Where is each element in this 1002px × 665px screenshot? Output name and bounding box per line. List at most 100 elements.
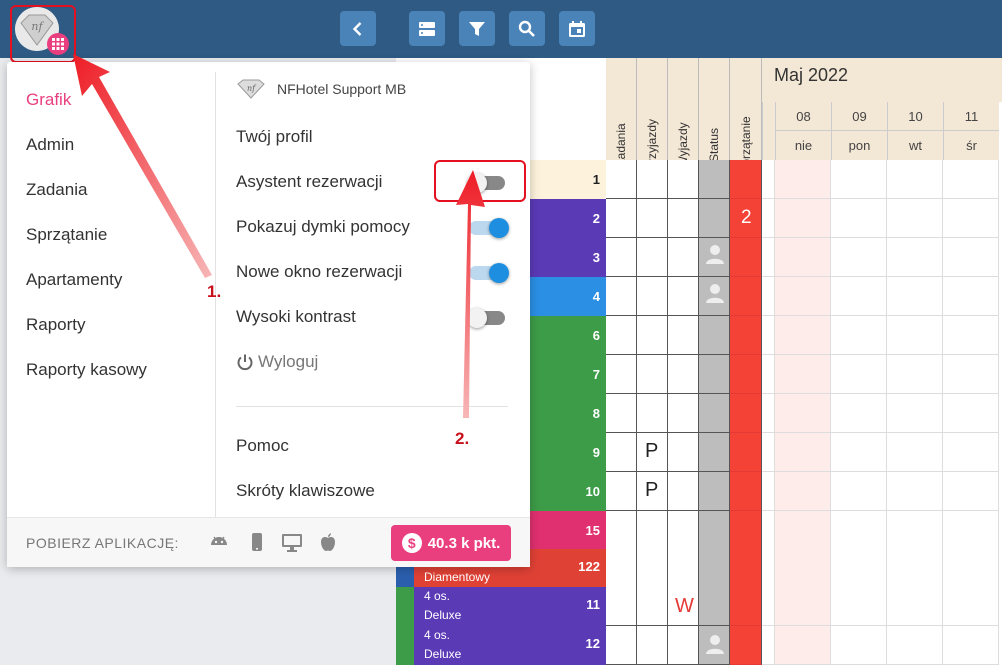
grid-cell[interactable] <box>762 277 775 316</box>
new-reservation-window-toggle[interactable] <box>469 263 509 283</box>
grid-cell[interactable] <box>762 587 775 626</box>
grid-cell[interactable] <box>762 394 775 433</box>
grid-cell[interactable] <box>762 199 775 238</box>
grid-cell[interactable] <box>730 238 762 277</box>
grid-cell[interactable] <box>730 587 762 626</box>
day-cell[interactable] <box>775 316 831 355</box>
day-cell[interactable] <box>887 394 943 433</box>
grid-cell[interactable] <box>606 160 637 199</box>
grid-cell[interactable] <box>637 277 668 316</box>
grid-cell[interactable] <box>730 355 762 394</box>
grid-cell[interactable] <box>668 626 699 665</box>
day-cell[interactable] <box>775 160 831 199</box>
day-cell[interactable] <box>831 433 887 472</box>
grid-cell[interactable] <box>668 238 699 277</box>
grid-cell[interactable] <box>668 316 699 355</box>
grid-cell[interactable] <box>699 549 730 588</box>
day-cell[interactable] <box>943 316 999 355</box>
apps-grid-icon[interactable] <box>47 33 69 55</box>
rooms-button[interactable] <box>409 11 445 46</box>
grid-cell[interactable] <box>668 587 699 626</box>
grid-cell[interactable] <box>699 587 730 626</box>
day-cell[interactable] <box>887 549 943 588</box>
grid-cell[interactable] <box>699 472 730 511</box>
grid-cell[interactable] <box>730 472 762 511</box>
grid-cell[interactable] <box>730 511 762 550</box>
phone-icon[interactable] <box>246 531 268 553</box>
grid-cell[interactable] <box>637 511 668 550</box>
nav-zadania[interactable]: Zadania <box>26 180 88 199</box>
grid-cell[interactable] <box>606 277 637 316</box>
grid-cell[interactable] <box>637 472 668 511</box>
day-cell[interactable] <box>943 472 999 511</box>
logout-link[interactable]: Wyloguj <box>236 352 318 372</box>
grid-cell[interactable] <box>637 394 668 433</box>
grid-cell[interactable] <box>699 277 730 316</box>
high-contrast-toggle[interactable] <box>467 308 505 328</box>
room-row-label[interactable]: 12 4 os. Deluxe <box>396 626 606 665</box>
day-cell[interactable] <box>775 277 831 316</box>
day-cell[interactable] <box>943 433 999 472</box>
day-header[interactable]: 08 nie <box>775 102 831 160</box>
day-header[interactable]: 10 wt <box>887 102 943 160</box>
day-cell[interactable] <box>943 238 999 277</box>
day-cell[interactable] <box>831 472 887 511</box>
day-cell[interactable] <box>887 316 943 355</box>
day-cell[interactable] <box>943 199 999 238</box>
points-button[interactable]: $ 40.3 k pkt. <box>391 525 511 561</box>
grid-cell[interactable] <box>606 472 637 511</box>
day-cell[interactable] <box>831 199 887 238</box>
day-cell[interactable] <box>775 433 831 472</box>
grid-cell[interactable] <box>699 394 730 433</box>
day-cell[interactable] <box>943 277 999 316</box>
grid-cell[interactable] <box>668 549 699 588</box>
grid-cell[interactable] <box>730 160 762 199</box>
desktop-icon[interactable] <box>281 531 303 553</box>
grid-cell[interactable] <box>699 160 730 199</box>
help-tooltips-toggle[interactable] <box>469 218 509 238</box>
grid-cell[interactable] <box>668 472 699 511</box>
nav-admin[interactable]: Admin <box>26 135 75 154</box>
grid-cell[interactable] <box>699 355 730 394</box>
day-cell[interactable] <box>831 394 887 433</box>
day-cell[interactable] <box>943 355 999 394</box>
grid-cell[interactable] <box>637 355 668 394</box>
grid-cell[interactable] <box>730 394 762 433</box>
grid-cell[interactable] <box>606 394 637 433</box>
day-cell[interactable] <box>831 238 887 277</box>
day-cell[interactable] <box>775 355 831 394</box>
grid-cell[interactable] <box>606 199 637 238</box>
grid-cell[interactable] <box>637 626 668 665</box>
day-cell[interactable] <box>831 587 887 626</box>
day-cell[interactable] <box>831 355 887 394</box>
search-button[interactable] <box>509 11 545 46</box>
grid-cell[interactable] <box>699 433 730 472</box>
grid-cell[interactable] <box>699 316 730 355</box>
nav-raporty[interactable]: Raporty <box>26 315 86 334</box>
day-cell[interactable] <box>887 277 943 316</box>
apple-icon[interactable] <box>317 531 339 553</box>
grid-cell[interactable] <box>668 160 699 199</box>
day-cell[interactable] <box>943 511 999 550</box>
nav-apartamenty[interactable]: Apartamenty <box>26 270 123 289</box>
grid-cell[interactable] <box>606 587 637 626</box>
nfhotel-logo[interactable]: nf <box>15 7 59 51</box>
day-cell[interactable] <box>943 587 999 626</box>
grid-cell[interactable] <box>606 238 637 277</box>
grid-cell[interactable] <box>606 316 637 355</box>
grid-cell[interactable] <box>762 472 775 511</box>
grid-cell[interactable] <box>668 277 699 316</box>
day-cell[interactable] <box>775 394 831 433</box>
calendar-button[interactable] <box>559 11 595 46</box>
day-cell[interactable] <box>943 160 999 199</box>
day-cell[interactable] <box>775 238 831 277</box>
grid-cell[interactable] <box>606 355 637 394</box>
day-cell[interactable] <box>887 238 943 277</box>
day-cell[interactable] <box>831 160 887 199</box>
grid-cell[interactable] <box>762 238 775 277</box>
grid-cell[interactable] <box>668 394 699 433</box>
android-icon[interactable] <box>208 531 230 553</box>
grid-cell[interactable] <box>762 160 775 199</box>
day-header[interactable]: 09 pon <box>831 102 887 160</box>
day-cell[interactable] <box>943 626 999 665</box>
